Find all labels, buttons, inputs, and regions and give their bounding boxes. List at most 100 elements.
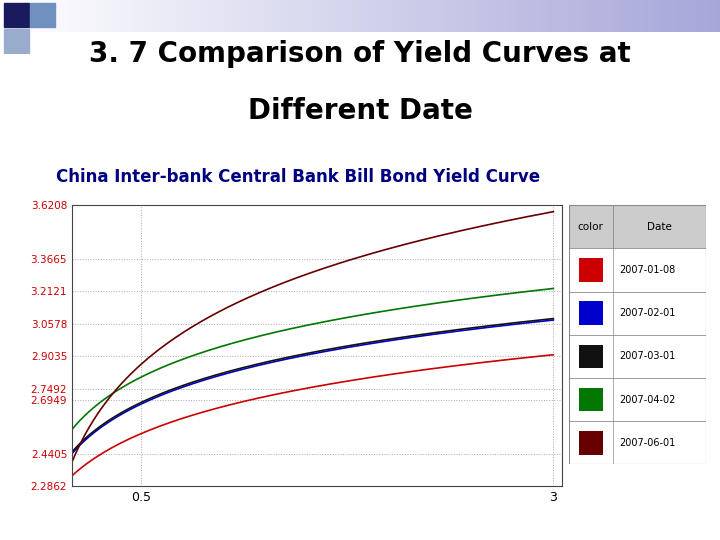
- Bar: [284, 0, 288, 32]
- Bar: [313, 0, 317, 32]
- Bar: [680, 0, 684, 32]
- Bar: [306, 0, 310, 32]
- Bar: [598, 0, 601, 32]
- Bar: [90, 0, 94, 32]
- Bar: [47, 0, 50, 32]
- Bar: [572, 0, 576, 32]
- Bar: [443, 0, 446, 32]
- Bar: [4, 3, 29, 27]
- Bar: [601, 0, 605, 32]
- Bar: [396, 0, 400, 32]
- Bar: [54, 0, 58, 32]
- Bar: [551, 0, 554, 32]
- Bar: [364, 0, 367, 32]
- Bar: [158, 0, 162, 32]
- Bar: [173, 0, 176, 32]
- Bar: [659, 0, 662, 32]
- Bar: [580, 0, 583, 32]
- Bar: [436, 0, 439, 32]
- Bar: [83, 0, 86, 32]
- Bar: [702, 0, 706, 32]
- Bar: [104, 0, 108, 32]
- Bar: [587, 0, 590, 32]
- Bar: [536, 0, 540, 32]
- Bar: [652, 0, 655, 32]
- Bar: [418, 0, 421, 32]
- Bar: [40, 0, 43, 32]
- Bar: [590, 0, 594, 32]
- Bar: [72, 0, 76, 32]
- Bar: [65, 0, 68, 32]
- Bar: [454, 0, 457, 32]
- Bar: [140, 0, 144, 32]
- Bar: [662, 0, 666, 32]
- Bar: [220, 0, 223, 32]
- Bar: [446, 0, 450, 32]
- Text: Different Date: Different Date: [248, 97, 472, 125]
- Bar: [410, 0, 414, 32]
- Bar: [162, 0, 166, 32]
- Bar: [594, 0, 598, 32]
- Bar: [302, 0, 306, 32]
- Bar: [371, 0, 374, 32]
- Bar: [137, 0, 140, 32]
- Bar: [716, 0, 720, 32]
- Bar: [482, 0, 486, 32]
- Bar: [187, 0, 191, 32]
- Bar: [374, 0, 378, 32]
- Bar: [320, 0, 324, 32]
- Bar: [230, 0, 234, 32]
- Bar: [194, 0, 198, 32]
- Bar: [184, 0, 187, 32]
- Bar: [331, 0, 335, 32]
- Bar: [666, 0, 670, 32]
- Bar: [389, 0, 392, 32]
- Bar: [673, 0, 677, 32]
- Bar: [238, 0, 241, 32]
- Bar: [353, 0, 356, 32]
- Bar: [241, 0, 245, 32]
- Bar: [299, 0, 302, 32]
- Bar: [259, 0, 263, 32]
- Text: 2007-01-08: 2007-01-08: [619, 265, 675, 275]
- Bar: [540, 0, 544, 32]
- Bar: [468, 0, 472, 32]
- Bar: [511, 0, 515, 32]
- Bar: [180, 0, 184, 32]
- Bar: [360, 0, 364, 32]
- Bar: [504, 0, 508, 32]
- Bar: [698, 0, 702, 32]
- Bar: [43, 0, 47, 32]
- Bar: [533, 0, 536, 32]
- Bar: [144, 0, 148, 32]
- Bar: [623, 0, 626, 32]
- Text: color: color: [577, 222, 603, 232]
- Bar: [202, 0, 205, 32]
- Bar: [569, 0, 572, 32]
- Bar: [490, 0, 493, 32]
- Bar: [281, 0, 284, 32]
- Bar: [400, 0, 403, 32]
- Text: 2007-06-01: 2007-06-01: [619, 438, 675, 448]
- Bar: [508, 0, 511, 32]
- Bar: [579, 345, 603, 368]
- Bar: [569, 335, 706, 378]
- Bar: [119, 0, 122, 32]
- Bar: [706, 0, 709, 32]
- Bar: [497, 0, 500, 32]
- Bar: [428, 0, 432, 32]
- Bar: [407, 0, 410, 32]
- Bar: [115, 0, 119, 32]
- Bar: [346, 0, 349, 32]
- Bar: [684, 0, 688, 32]
- Bar: [32, 0, 36, 32]
- Bar: [349, 0, 353, 32]
- Bar: [626, 0, 630, 32]
- Bar: [605, 0, 608, 32]
- Bar: [155, 0, 158, 32]
- Bar: [4, 29, 29, 53]
- Bar: [522, 0, 526, 32]
- Bar: [94, 0, 97, 32]
- Bar: [25, 0, 29, 32]
- Bar: [544, 0, 547, 32]
